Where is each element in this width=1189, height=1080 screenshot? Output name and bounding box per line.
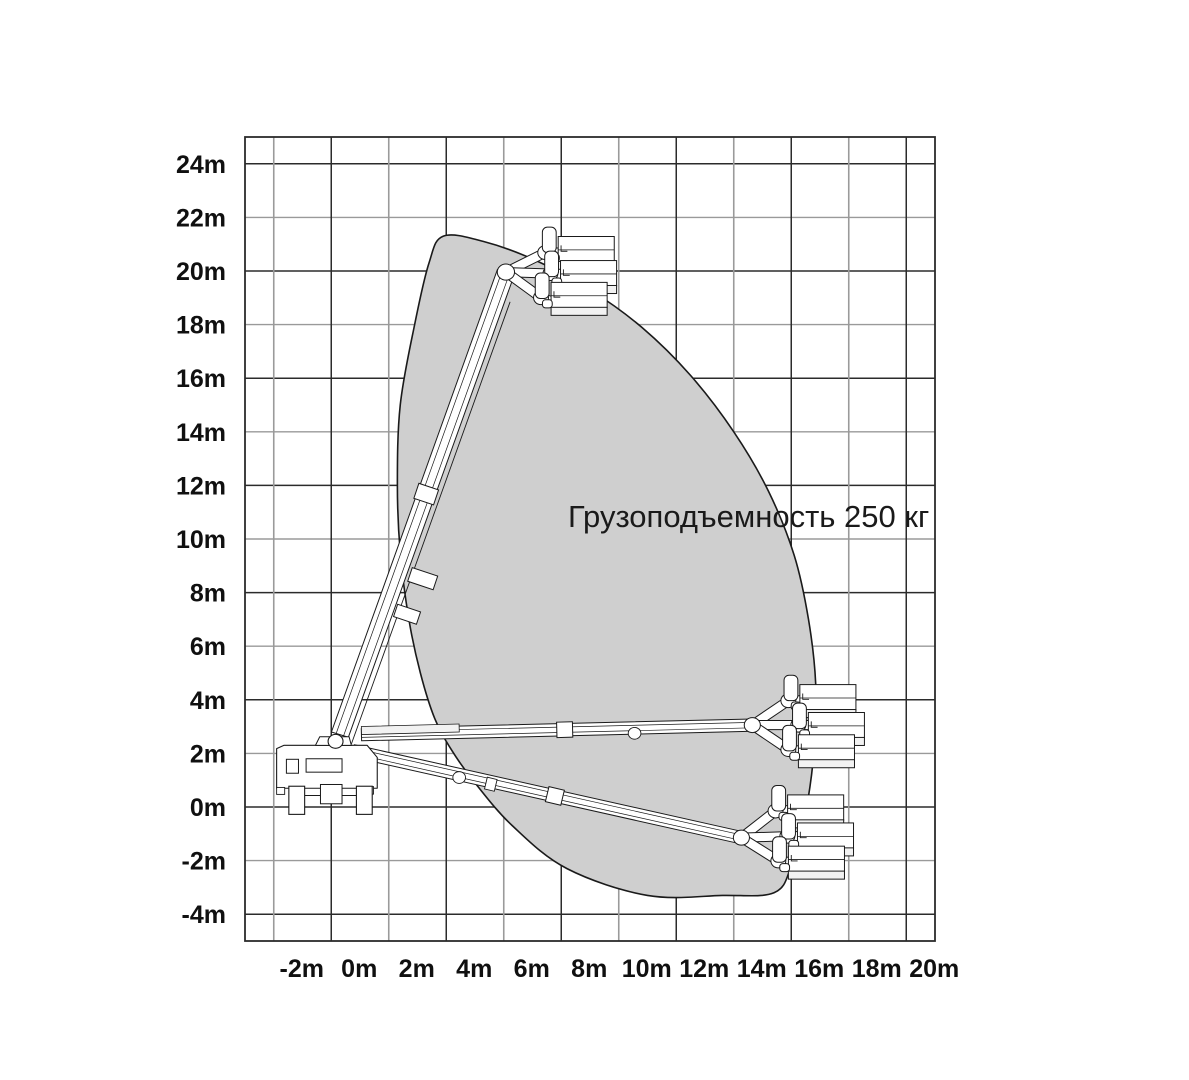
platform-gate: [562, 269, 570, 276]
wheel-front: [355, 785, 373, 815]
x-axis-tick-label: 6m: [514, 955, 550, 983]
platform-console: [544, 250, 560, 278]
chassis-panel: [285, 758, 299, 774]
boom-below-tip-pivot: [732, 829, 750, 846]
y-axis-tick-label: 10m: [176, 526, 226, 554]
y-axis-tick-label: 24m: [176, 151, 226, 179]
platform-cage: [797, 734, 855, 761]
boom-root-pivot: [327, 733, 344, 749]
cylinder-collar: [407, 566, 439, 591]
chassis-foot-rear: [276, 786, 286, 795]
platform-gate: [790, 803, 797, 811]
y-axis-tick-labels: -4m -2m 0m 2m 4m 6m 8m 10m 12m 14m 16m 18m 20m 22m 24m: [176, 151, 226, 929]
boom-upper-cylinder: [350, 301, 511, 745]
work-platform-below-low: [772, 836, 845, 880]
platform-floor: [550, 306, 608, 316]
platform-gate: [800, 743, 808, 750]
capacity-annotation: Грузоподъемность 250 кг: [568, 499, 929, 534]
platform-console: [792, 702, 807, 730]
y-axis-tick-label: -2m: [182, 848, 226, 876]
x-axis-tick-label: 14m: [737, 955, 787, 983]
boom-upper-tip-pivot: [496, 263, 516, 281]
platform-gate: [802, 693, 810, 700]
y-axis-tick-label: 0m: [190, 794, 226, 822]
x-axis-tick-label: -2m: [280, 955, 324, 983]
plot-frame: [244, 136, 936, 942]
boom-below-collar: [483, 776, 498, 792]
x-axis-tick-label: 0m: [341, 955, 377, 983]
platform-floor: [787, 870, 845, 880]
platform-cage: [550, 281, 608, 309]
boom-section-line: [343, 273, 510, 736]
boom-horizontal-marker: [627, 726, 642, 740]
x-axis-tick-label: 10m: [622, 955, 672, 983]
platform-gate: [560, 245, 568, 252]
x-axis-tick-label: 12m: [679, 955, 729, 983]
platform-rotator: [779, 863, 791, 873]
x-axis-tick-label: 18m: [852, 955, 902, 983]
x-axis-tick-label: 16m: [794, 955, 844, 983]
platform-gate: [799, 831, 807, 839]
y-axis-tick-label: 6m: [190, 633, 226, 661]
platform-rotator: [541, 299, 553, 309]
platform-cage: [557, 236, 615, 263]
y-axis-tick-label: 20m: [176, 258, 226, 286]
platform-console: [771, 785, 787, 812]
x-axis-tick-label: 2m: [399, 955, 435, 983]
chassis-hatch: [305, 758, 343, 773]
y-axis-tick-label: 18m: [176, 312, 226, 340]
platform-rotator: [789, 751, 801, 761]
work-platform-outreach-low: [782, 724, 855, 769]
boom-horizontal-slider: [360, 723, 460, 735]
boom-collar: [556, 721, 574, 739]
platform-gate: [790, 855, 798, 862]
work-platform-upper-low: [534, 272, 608, 316]
boom-section-line: [335, 270, 503, 734]
y-axis-tick-label: 4m: [190, 687, 226, 715]
y-axis-tick-label: 14m: [176, 419, 226, 447]
platform-console: [772, 836, 787, 863]
platform-cage: [807, 712, 865, 739]
x-axis-tick-label: 20m: [909, 955, 959, 983]
y-axis-tick-label: -4m: [182, 901, 226, 929]
platform-console: [534, 272, 550, 299]
platform-cage: [787, 794, 845, 821]
y-axis-tick-label: 8m: [190, 580, 226, 608]
boom-collar: [413, 482, 440, 506]
platform-console: [783, 674, 799, 702]
x-axis-tick-label: 8m: [571, 955, 607, 983]
wheel-rear: [288, 785, 306, 815]
boom-below-marker: [452, 771, 466, 784]
cylinder-collar: [392, 603, 422, 625]
platform-floor: [797, 759, 855, 769]
x-axis-tick-labels: -2m 0m 2m 4m 6m 8m 10m 12m 14m 16m 18m 20m: [280, 955, 960, 983]
platform-gate: [553, 291, 561, 298]
y-axis-tick-label: 16m: [176, 365, 226, 393]
chassis-drive-box: [319, 783, 343, 805]
platform-console: [541, 226, 557, 254]
platform-cage: [560, 260, 618, 287]
platform-gate: [810, 721, 818, 728]
platform-cage: [799, 684, 857, 711]
platform-console: [782, 724, 797, 752]
y-axis-tick-label: 2m: [190, 740, 226, 768]
y-axis-tick-label: 12m: [176, 472, 226, 500]
platform-cage: [787, 845, 845, 873]
boom-horizontal-tip-pivot: [743, 717, 761, 734]
y-axis-tick-label: 22m: [176, 204, 226, 232]
platform-console: [781, 813, 796, 840]
boom-lift-drawing: [276, 226, 865, 880]
boom-collar: [544, 786, 565, 806]
platform-cage: [796, 822, 855, 849]
work-platform-upper-high: [541, 226, 615, 270]
x-axis-tick-label: 4m: [456, 955, 492, 983]
